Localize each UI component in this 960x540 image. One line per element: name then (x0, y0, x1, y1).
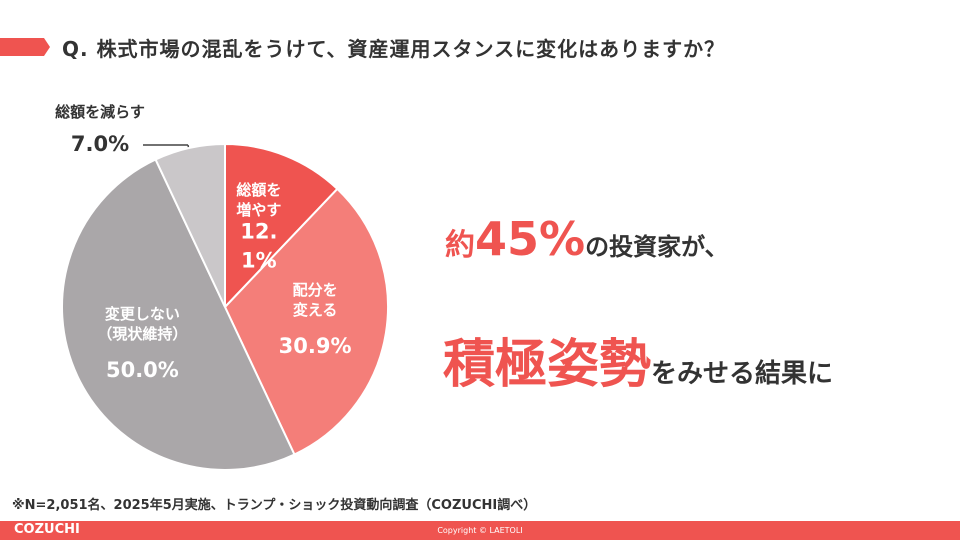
headline-prefix: 約 (445, 228, 475, 263)
headline-suffix: をみせる結果に (651, 359, 834, 389)
value-label: 30.9% (278, 333, 352, 358)
pie-slice (61, 158, 296, 471)
category-label: 総額を 増やす (236, 180, 282, 220)
header-accent (0, 38, 50, 56)
slide-title: Q. 株式市場の混乱をうけて、資産運用スタンスに変化はありますか？ (62, 37, 726, 61)
pie-slice (223, 187, 389, 456)
footer-brand: COZUCHI (14, 522, 80, 537)
value-label: 7.0% (70, 131, 130, 156)
headline-emphasis: 積極姿勢 (443, 335, 652, 395)
headline-emphasis: 45% (475, 212, 586, 266)
category-label: 配分を 変える (292, 280, 338, 319)
headline-suffix: の投資家が、 (585, 233, 729, 261)
category-label: 変更しない （現状維持） (97, 304, 188, 343)
headline-line2: 積極姿勢をみせる結果に (443, 322, 833, 397)
footnote: ※N=2,051名、2025年5月実施、トランプ・ショック投資動向調査（COZU… (12, 498, 537, 513)
footer-bar (0, 521, 960, 540)
pie-slice (224, 142, 339, 310)
headline-line1: 約45%の投資家が、 (445, 212, 729, 266)
value-label: 50.0% (105, 357, 179, 382)
pie-slice (154, 142, 226, 308)
value-label: 12.1% (240, 219, 278, 273)
category-label: 総額を減らす (55, 102, 145, 121)
footer-copyright: Copyright © LAETOLI (437, 526, 523, 535)
